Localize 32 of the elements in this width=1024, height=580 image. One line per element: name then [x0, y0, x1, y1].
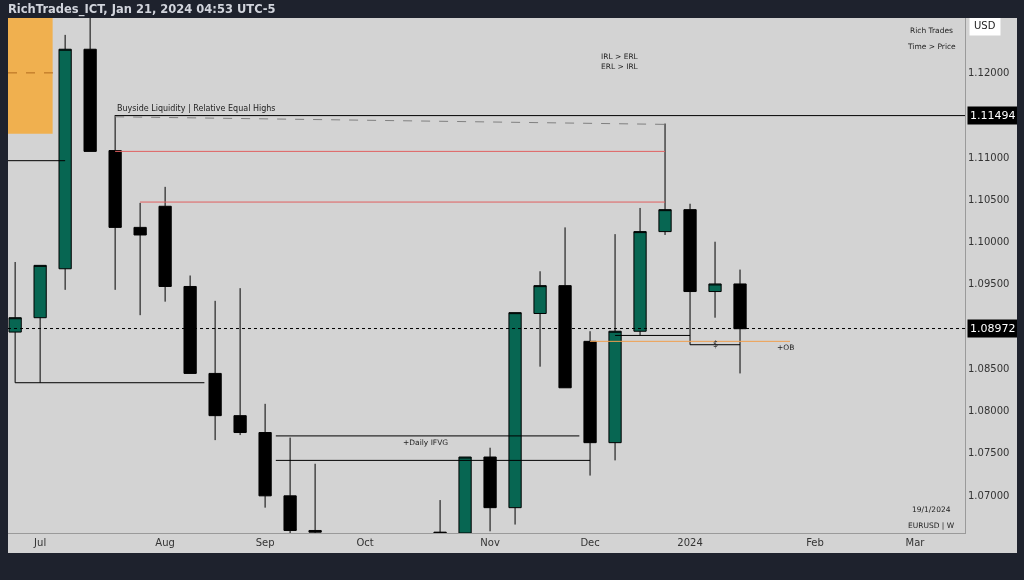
chart-title: RichTrades_ICT, Jan 21, 2024 04:53 UTC-5: [8, 2, 276, 16]
x-tick-label: Mar: [905, 537, 926, 548]
x-tick-label: Jul: [33, 537, 47, 548]
x-tick-label: 2024: [677, 537, 703, 548]
candlestick: [258, 403, 272, 509]
y-tick-label: 1.10500: [968, 194, 1010, 206]
candlestick: [158, 186, 172, 303]
x-tick-label: Feb: [806, 537, 824, 548]
x-tick-label: Sep: [255, 537, 275, 548]
ref-line-label: 1.08972: [970, 322, 1016, 335]
candlestick: [308, 463, 322, 533]
candlestick: [433, 499, 447, 533]
y-tick-label: 1.11000: [968, 151, 1010, 163]
y-tick-label: 1.08500: [968, 362, 1010, 374]
candlestick: [708, 241, 722, 319]
text: 1.11494: [970, 109, 1016, 122]
y-tick-label: 1.09500: [968, 278, 1010, 290]
y-tick-label: 1.07000: [968, 489, 1010, 501]
x-tick-label: Nov: [480, 537, 500, 548]
text: USD: [974, 20, 996, 31]
x-tick-label: Aug: [155, 537, 175, 548]
x-tick-label: Oct: [356, 537, 374, 548]
candlestick: [133, 202, 147, 316]
candlestick: [83, 18, 97, 152]
y-tick-label: 1.08000: [968, 405, 1010, 417]
y-tick-label: 1.07500: [968, 447, 1010, 459]
candlestick: [658, 123, 672, 236]
x-tick-label: Dec: [580, 537, 600, 548]
annotation: Buyside Liquidity | Relative Equal Highs: [117, 104, 276, 113]
annotation: $: [713, 340, 719, 349]
y-tick-label: 1.10000: [968, 236, 1010, 248]
y-tick-label: 1.12000: [968, 67, 1010, 79]
